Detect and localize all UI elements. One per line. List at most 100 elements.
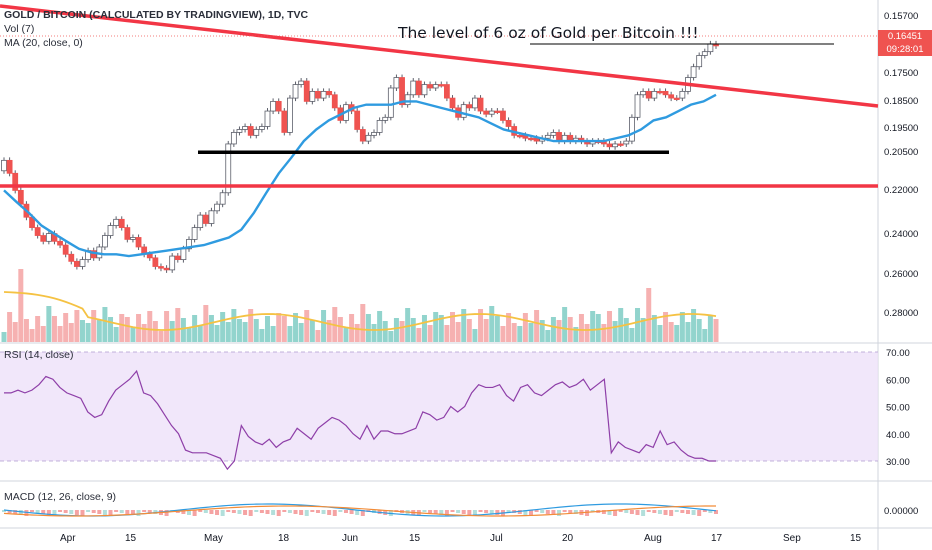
volume-bar [293,313,299,342]
rsi-tick-label: 60.00 [886,375,910,386]
candle-body [651,90,658,99]
macd-histogram-bar [629,510,634,514]
macd-histogram-bar [46,510,51,515]
countdown-tag: 09:28:01 [878,43,932,56]
x-tick-label: 17 [711,533,723,544]
y-tick-label: 0.22000 [884,185,918,196]
macd-histogram-bar [136,510,141,516]
macd-histogram-bar [624,510,629,513]
macd-histogram-bar [349,510,354,514]
volume-bar [40,326,46,342]
macd-histogram-bar [669,510,674,516]
volume-bar [573,327,579,342]
ma20-line [3,93,717,258]
macd-histogram-bar [573,510,578,514]
macd-signal-line [3,505,717,517]
macd-histogram-bar [478,510,483,512]
macd-histogram-bar [545,510,550,514]
macd-histogram-bar [428,510,433,513]
macd-histogram-bar [130,510,135,515]
candle-body [253,129,260,136]
candle-body [247,126,254,136]
volume-bar [29,329,35,342]
candle-body [505,120,512,127]
macd-histogram-bar [293,510,298,514]
candle-body [73,260,80,267]
macd-histogram-bar [119,510,124,513]
candle-body [354,110,361,130]
volume-bar [259,329,265,342]
volume-bar [450,312,456,342]
macd-histogram-bar [35,510,40,513]
candle-body [432,84,439,89]
volume-bar [57,326,63,342]
volume-bar [657,325,663,342]
volume-bar [113,327,119,342]
volume-bar [85,323,91,342]
candle-body [679,90,686,99]
macd-histogram-bar [24,510,29,516]
candle-body [410,80,417,96]
macd-histogram-bar [562,510,567,512]
volume-bar [405,308,411,342]
macd-histogram-bar [310,510,315,512]
macd-histogram-bar [63,510,68,513]
macd-tick-label: 0.00000 [884,506,918,517]
macd-histogram-bar [254,510,259,512]
macd-histogram-bar [495,510,500,515]
volume-bar [119,314,125,342]
volume-bar [264,316,270,342]
macd-histogram-bar [231,510,236,513]
volume-bar [455,322,461,342]
candle-body [488,110,495,115]
x-tick-label: 15 [850,533,862,544]
rsi-band [0,352,878,461]
volume-bar [180,318,186,342]
candle-body [57,240,63,246]
y-tick-label: 0.17500 [884,68,918,79]
macd-histogram-bar [13,510,18,514]
macd-histogram-bar [557,510,562,516]
volume-bar [141,324,147,342]
current-price-tag: 0.16451 [878,30,932,43]
rsi-tick-label: 40.00 [886,430,910,441]
candle-body [6,159,13,174]
volume-bar [618,308,624,342]
macd-histogram-bar [265,510,270,514]
macd-histogram-bar [74,510,79,515]
volume-bar [175,308,181,342]
candle-body [477,97,484,112]
macd-histogram-bar [114,510,119,512]
macd-histogram-bar [220,510,225,516]
volume-bar [388,331,394,342]
candle-body [421,84,428,96]
candle-body [550,132,557,136]
volume-bar [506,313,512,342]
macd-histogram-bar [52,510,57,516]
volume-bar [522,313,528,342]
volume-bar [147,311,153,342]
macd-histogram-bar [237,510,242,514]
volume-bar [309,320,315,342]
candle-body [399,77,405,106]
macd-histogram-bar [450,510,455,512]
candle-body [500,110,506,121]
candle-body [275,100,282,112]
volume-bar [46,306,52,342]
volume-bar [7,312,13,342]
x-tick-label: Jul [490,533,503,544]
candle-body [118,218,125,228]
candle-body [135,237,142,248]
candle-body [303,80,310,102]
candle-body [393,77,400,89]
candle-body [359,129,366,142]
volume-bar [130,327,136,342]
volume-bar [96,320,102,342]
macd-histogram-bar [142,510,147,512]
candle-body [365,134,372,142]
candle-body [404,94,411,106]
candle-body [623,140,630,145]
volume-ma-line [3,291,717,331]
volume-bar [208,315,214,342]
